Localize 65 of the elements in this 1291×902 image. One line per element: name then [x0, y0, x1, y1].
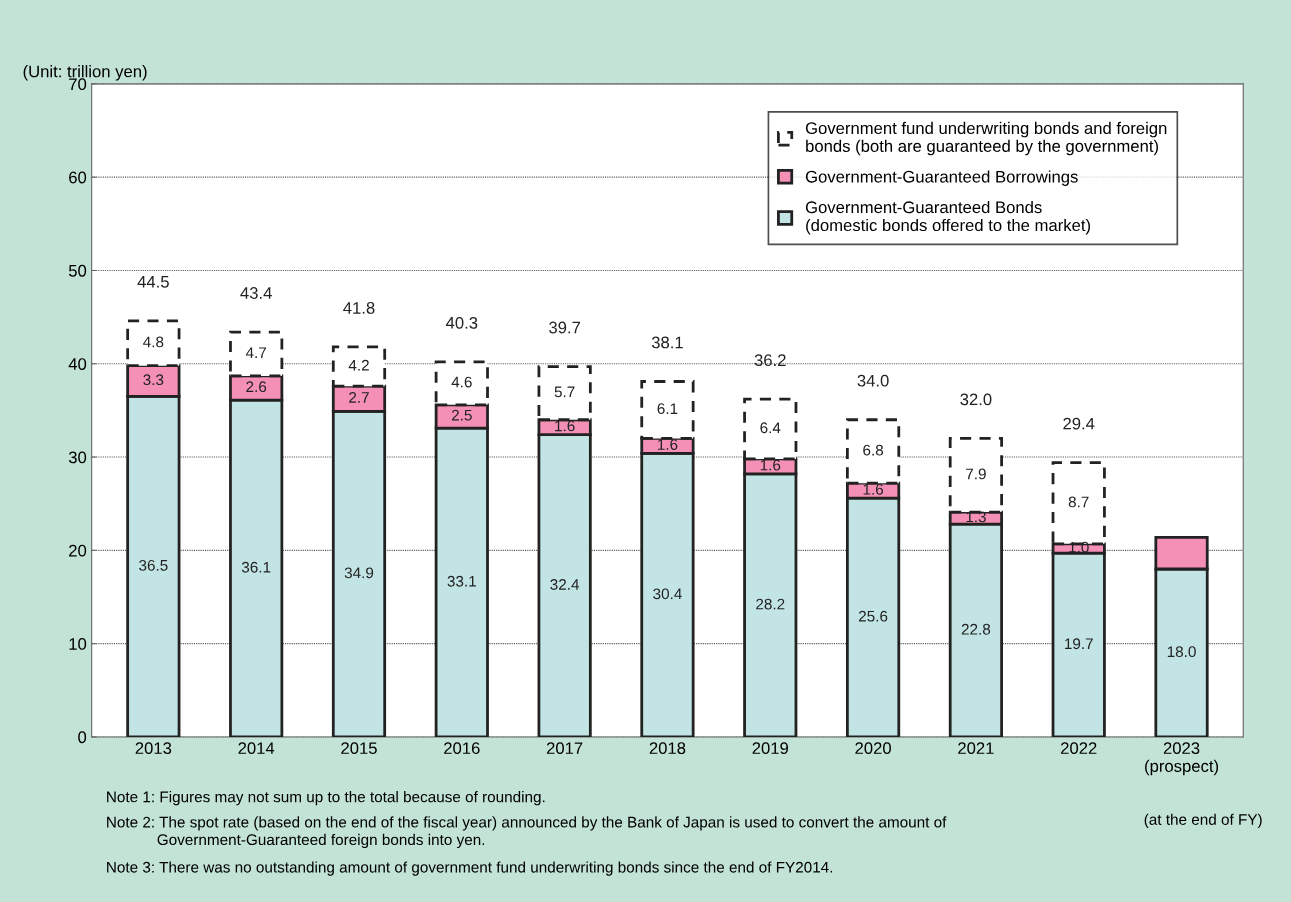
data-label: 6.4: [760, 422, 781, 434]
x-tick-label: 2016: [444, 742, 480, 755]
legend-label: Government-Guaranteed Bonds (domestic bonds offered to the market): [805, 200, 1091, 235]
data-label: 2.5: [451, 409, 472, 421]
x-tick-label: 2015: [341, 742, 377, 755]
x-tick-label: 2014: [238, 742, 275, 755]
data-label: 2.6: [246, 381, 267, 393]
data-label: 32.4: [550, 579, 580, 590]
total-label: 34.0: [857, 374, 889, 387]
data-label: 1.6: [657, 439, 678, 450]
x-tick-label: 2017: [546, 742, 583, 755]
data-label: 4.8: [143, 336, 164, 348]
total-label: 41.8: [343, 302, 375, 314]
x-tick-label: 2018: [649, 742, 686, 755]
data-label: 5.7: [554, 386, 575, 398]
text: Note 2: The spot rate (based on the end of the fiscal year) announced by the Bank of Japan is used to convert the amount of Government-Guaranteed foreign bonds into yen.: [107, 816, 947, 849]
y-tick-label: 60: [69, 171, 87, 184]
y-tick-label: 0: [78, 731, 87, 744]
data-label: 28.2: [756, 598, 785, 610]
data-label: 2.7: [349, 392, 369, 403]
x-tick-label: 2021: [958, 742, 994, 755]
data-label: 36.5: [139, 559, 168, 571]
total-label: 43.4: [240, 287, 272, 299]
total-label: 29.4: [1063, 417, 1095, 430]
data-label: 8.7: [1068, 496, 1089, 508]
text: Note 1: Figures may not sum up to the total because of rounding.: [107, 791, 545, 806]
y-tick-label: 30: [68, 451, 87, 464]
legend-label: Government-Guaranteed Borrowings: [805, 170, 1078, 186]
text: Note 3: There was no outstanding amount of government fund underwriting bonds since the end of FY2014.: [107, 861, 833, 876]
data-label: 19.7: [1065, 638, 1093, 650]
y-tick-label: 40: [68, 358, 87, 370]
data-label: 25.6: [858, 610, 888, 622]
total-label: 38.1: [651, 336, 683, 349]
data-label: 1.6: [555, 420, 575, 432]
data-label: 30.4: [653, 588, 682, 600]
total-label: 32.0: [960, 393, 992, 406]
total-label: 36.2: [754, 354, 786, 367]
x-tick-label: 2020: [855, 742, 891, 755]
legend-label: Government fund underwriting bonds and foreign bonds (both are guaranteed by the government): [805, 121, 1167, 156]
data-label: 22.8: [961, 623, 991, 635]
total-label: 44.5: [137, 276, 169, 288]
data-label: 1.6: [863, 483, 884, 495]
data-label: 6.8: [863, 444, 884, 456]
data-label: 1.6: [760, 459, 781, 471]
data-label: 33.1: [447, 575, 476, 587]
x-tick-label: 2023 (prospect): [1145, 742, 1219, 776]
y-tick-label: 50: [68, 264, 87, 277]
y-tick-label: 20: [69, 544, 87, 557]
x-tick-label: 2013: [135, 742, 172, 755]
total-label: 40.3: [445, 316, 478, 329]
data-label: 4.7: [245, 347, 267, 358]
text: (at the end of FY): [1144, 813, 1262, 828]
data-label: 36.1: [241, 561, 271, 573]
data-label: 7.9: [966, 468, 986, 480]
data-label: 3.3: [143, 374, 164, 386]
y-tick-label: 10: [69, 638, 87, 650]
x-tick-label: 2019: [752, 742, 789, 755]
data-label: 4.6: [451, 376, 472, 388]
total-label: 39.7: [549, 321, 581, 334]
data-label: 4.2: [348, 359, 369, 371]
y-tick-label: 70: [69, 78, 87, 91]
x-tick-label: 2022: [1061, 742, 1097, 755]
data-label: 6.1: [657, 403, 678, 415]
data-label: 18.0: [1167, 646, 1196, 658]
data-label: 34.9: [344, 567, 374, 579]
